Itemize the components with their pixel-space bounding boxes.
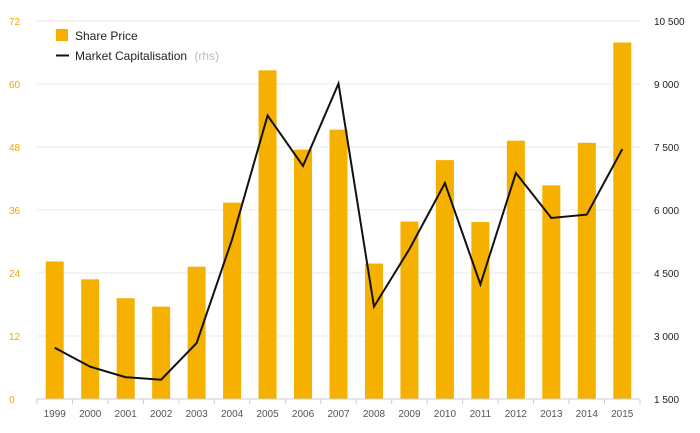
bar-2013 bbox=[542, 185, 561, 399]
right-tick-label: 3 000 bbox=[654, 332, 679, 343]
svg-text:Market Capitalisation: Market Capitalisation (rhs) bbox=[75, 49, 219, 63]
legend: Share Price Market Capitalisation (rhs) bbox=[56, 29, 219, 63]
x-tick-label-2012: 2012 bbox=[505, 409, 528, 420]
right-tick-label: 10 500 bbox=[654, 17, 685, 28]
right-tick-label: 4 500 bbox=[654, 269, 679, 280]
market-cap-line bbox=[54, 80, 624, 381]
share-price-bars bbox=[45, 42, 632, 400]
market-cap-line-layer bbox=[54, 80, 624, 381]
bar-2001 bbox=[116, 298, 135, 399]
right-tick-label: 9 000 bbox=[654, 80, 679, 91]
x-tick-label-2003: 2003 bbox=[185, 409, 208, 420]
bar-2012 bbox=[506, 140, 525, 399]
x-tick-label-2000: 2000 bbox=[79, 409, 102, 420]
x-tick-label-2010: 2010 bbox=[434, 409, 457, 420]
bar-2002 bbox=[152, 306, 171, 399]
legend-label-market-cap: Market Capitalisation bbox=[75, 49, 187, 63]
x-tick-label-2013: 2013 bbox=[540, 409, 563, 420]
left-tick-label: 60 bbox=[9, 80, 21, 91]
bar-2011 bbox=[471, 222, 490, 399]
legend-item-share-price: Share Price bbox=[56, 29, 138, 43]
bar-2006 bbox=[294, 149, 313, 399]
bar-2010 bbox=[435, 160, 454, 399]
left-y-axis: 0 12 24 36 48 60 72 bbox=[9, 17, 21, 406]
x-tick-label-2005: 2005 bbox=[256, 409, 279, 420]
bar-2015 bbox=[613, 42, 632, 400]
x-tick-label-2001: 2001 bbox=[115, 409, 138, 420]
x-tick-label-2011: 2011 bbox=[470, 409, 492, 420]
bar-2007 bbox=[329, 129, 348, 400]
x-tick-label-2007: 2007 bbox=[327, 409, 350, 420]
x-tick-label-2006: 2006 bbox=[292, 409, 315, 420]
legend-item-market-cap: Market Capitalisation (rhs) bbox=[56, 49, 219, 63]
bar-1999 bbox=[45, 261, 64, 399]
bar-2000 bbox=[81, 279, 100, 399]
bar-2005 bbox=[258, 70, 277, 399]
x-tick-label-1999: 1999 bbox=[44, 409, 67, 420]
bar-2004 bbox=[223, 202, 242, 399]
left-tick-label: 0 bbox=[9, 395, 15, 406]
right-y-axis: 1 500 3 000 4 500 6 000 7 500 9 000 10 500 bbox=[654, 17, 685, 406]
bar-2014 bbox=[577, 142, 596, 400]
right-tick-label: 1 500 bbox=[654, 395, 679, 406]
bar-2003 bbox=[187, 266, 206, 399]
legend-label-share-price: Share Price bbox=[75, 29, 138, 43]
left-tick-label: 36 bbox=[9, 206, 21, 217]
bar-2008 bbox=[364, 263, 383, 399]
right-tick-label: 6 000 bbox=[654, 206, 679, 217]
left-tick-label: 12 bbox=[9, 332, 21, 343]
legend-label-rhs: (rhs) bbox=[194, 49, 219, 63]
left-tick-label: 72 bbox=[9, 17, 21, 28]
left-tick-label: 24 bbox=[9, 269, 21, 280]
x-axis bbox=[36, 398, 641, 404]
x-tick-label-2015: 2015 bbox=[611, 409, 634, 420]
legend-swatch-share-price bbox=[56, 29, 68, 41]
bar-2009 bbox=[400, 221, 419, 399]
x-axis-labels: 1999 2000 2001 2002 2003 2004 2005 2006 2007 2008… bbox=[44, 409, 634, 420]
x-tick-label-2014: 2014 bbox=[576, 409, 599, 420]
left-tick-label: 48 bbox=[9, 143, 21, 154]
x-tick-label-2002: 2002 bbox=[150, 409, 173, 420]
right-tick-label: 7 500 bbox=[654, 143, 679, 154]
x-tick-label-2004: 2004 bbox=[221, 409, 244, 420]
x-tick-label-2008: 2008 bbox=[363, 409, 386, 420]
x-tick-label-2009: 2009 bbox=[398, 409, 421, 420]
